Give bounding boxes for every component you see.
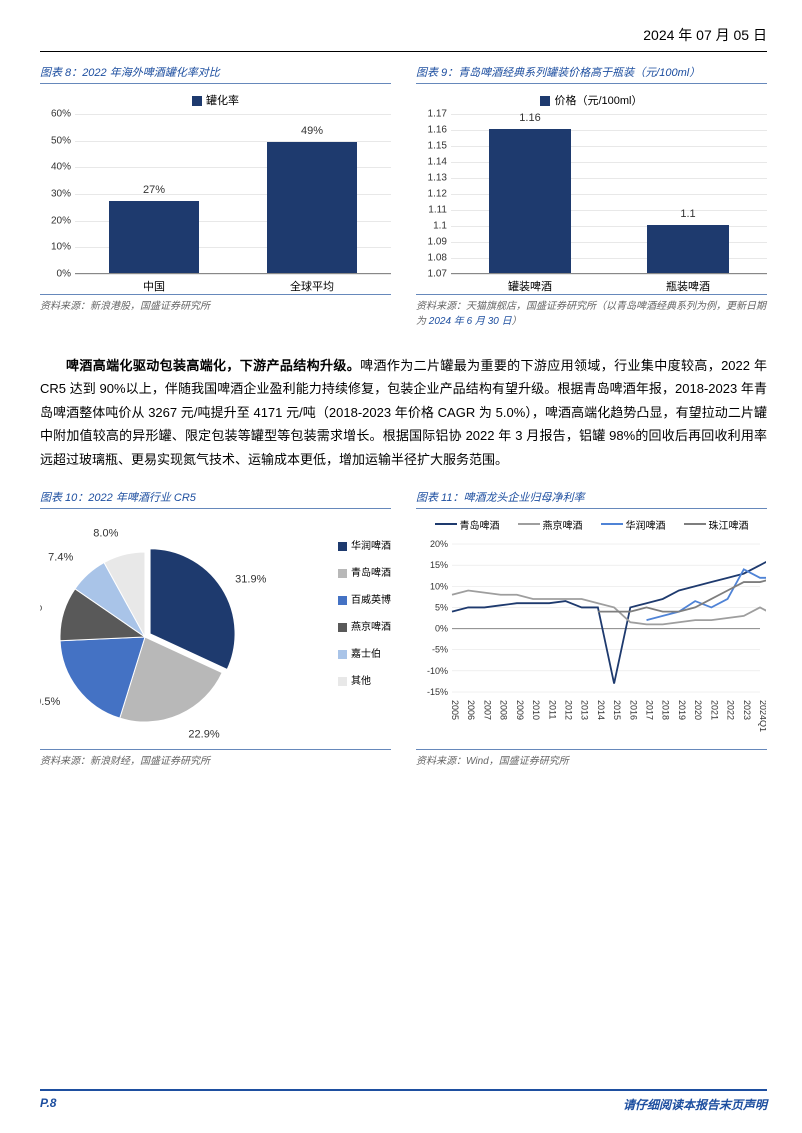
svg-text:22.9%: 22.9% [188,729,219,741]
svg-text:5%: 5% [435,602,448,612]
svg-text:2016: 2016 [628,700,638,720]
svg-text:2008: 2008 [499,700,509,720]
chart-8-title: 图表 8：2022 年海外啤酒罐化率对比 [40,64,391,84]
chart-8-xaxis: 中国全球平均 [75,278,391,294]
svg-text:2010: 2010 [531,700,541,720]
svg-text:2019: 2019 [677,700,687,720]
chart-11-source: 资料来源：Wind，国盛证券研究所 [416,749,767,769]
svg-text:7.4%: 7.4% [48,551,73,563]
chart-8: 图表 8：2022 年海外啤酒罐化率对比 罐化率 0%10%20%30%40%5… [40,64,391,329]
svg-text:2022: 2022 [726,700,736,720]
header-date: 2024 年 07 月 05 日 [40,25,767,52]
page-number: P.8 [40,1096,56,1113]
chart-9-title: 图表 9：青岛啤酒经典系列罐装价格高于瓶装（元/100ml） [416,64,767,84]
svg-text:15%: 15% [430,560,448,570]
svg-text:2017: 2017 [645,700,655,720]
chart-11-legend: 青岛啤酒燕京啤酒华润啤酒珠江啤酒 [416,517,767,532]
legend-square-icon [540,96,550,106]
svg-text:2024Q1: 2024Q1 [758,700,766,732]
chart-8-plot: 27%49% [75,114,391,274]
svg-text:2012: 2012 [563,700,573,720]
pie-chart-svg: 31.9% 22.9% 19.5% 10.3% 7.4% 8.0% [40,517,270,747]
svg-text:2023: 2023 [742,700,752,720]
charts-row-2: 图表 10：2022 年啤酒行业 CR5 31.9% 22.9% 19.5% 10.3… [40,489,767,769]
chart-11-title: 图表 11：啤酒龙头企业归母净利率 [416,489,767,509]
svg-text:2009: 2009 [515,700,525,720]
svg-text:0%: 0% [435,624,448,634]
svg-text:2005: 2005 [450,700,460,720]
chart-9-xaxis: 罐装啤酒瓶装啤酒 [451,278,767,294]
chart-8-yaxis: 0%10%20%30%40%50%60% [40,114,75,274]
chart-9: 图表 9：青岛啤酒经典系列罐装价格高于瓶装（元/100ml） 价格（元/100m… [416,64,767,329]
chart-11: 图表 11：啤酒龙头企业归母净利率 青岛啤酒燕京啤酒华润啤酒珠江啤酒 -15%-… [416,489,767,769]
svg-text:2021: 2021 [709,700,719,720]
chart-9-source: 资料来源：天猫旗舰店，国盛证券研究所（以青岛啤酒经典系列为例，更新日期为 202… [416,294,767,329]
svg-text:-5%: -5% [432,645,448,655]
chart-10-title: 图表 10：2022 年啤酒行业 CR5 [40,489,391,509]
line-chart-svg: -15% -10% -5% 0% 5% 10% 15% 20% 2005 2006 2007 2008… [416,538,766,738]
svg-text:2007: 2007 [482,700,492,720]
svg-text:2011: 2011 [547,700,557,719]
svg-text:19.5%: 19.5% [40,696,60,708]
svg-text:31.9%: 31.9% [235,573,266,585]
svg-text:10.3%: 10.3% [40,601,42,613]
body-paragraph: 啤酒高端化驱动包装高端化，下游产品结构升级。啤酒作为二片罐最为重要的下游应用领域… [40,354,767,471]
chart-10-source: 资料来源：新浪财经，国盛证券研究所 [40,749,391,769]
chart-10-body: 31.9% 22.9% 19.5% 10.3% 7.4% 8.0% 华润啤酒青岛啤酒百威英… [40,517,391,747]
svg-text:10%: 10% [430,581,448,591]
chart-9-plot: 1.161.1 [451,114,767,274]
svg-text:2014: 2014 [596,700,606,720]
footer-disclaimer: 请仔细阅读本报告末页声明 [623,1096,767,1113]
chart-8-legend: 罐化率 [40,92,391,108]
svg-text:2006: 2006 [466,700,476,720]
svg-text:-10%: -10% [427,666,448,676]
svg-text:2015: 2015 [612,700,622,720]
page-footer: P.8 请仔细阅读本报告末页声明 [40,1089,767,1113]
chart-9-legend: 价格（元/100ml） [416,92,767,108]
svg-text:2020: 2020 [693,700,703,720]
svg-text:20%: 20% [430,539,448,549]
charts-row-1: 图表 8：2022 年海外啤酒罐化率对比 罐化率 0%10%20%30%40%5… [40,64,767,329]
chart-10: 图表 10：2022 年啤酒行业 CR5 31.9% 22.9% 19.5% 10.3… [40,489,391,769]
svg-text:2018: 2018 [661,700,671,720]
legend-square-icon [192,96,202,106]
svg-text:2013: 2013 [580,700,590,720]
chart-11-body: 青岛啤酒燕京啤酒华润啤酒珠江啤酒 -15% -10% -5% 0% 5% 10% 15% 20… [416,517,767,747]
svg-text:-15%: -15% [427,687,448,697]
chart-10-legend: 华润啤酒青岛啤酒百威英博燕京啤酒嘉士伯其他 [338,537,391,699]
svg-text:8.0%: 8.0% [93,527,118,539]
chart-8-source: 资料来源：新浪港股，国盛证券研究所 [40,294,391,314]
chart-9-yaxis: 1.071.081.091.11.111.121.131.141.151.161… [416,114,451,274]
